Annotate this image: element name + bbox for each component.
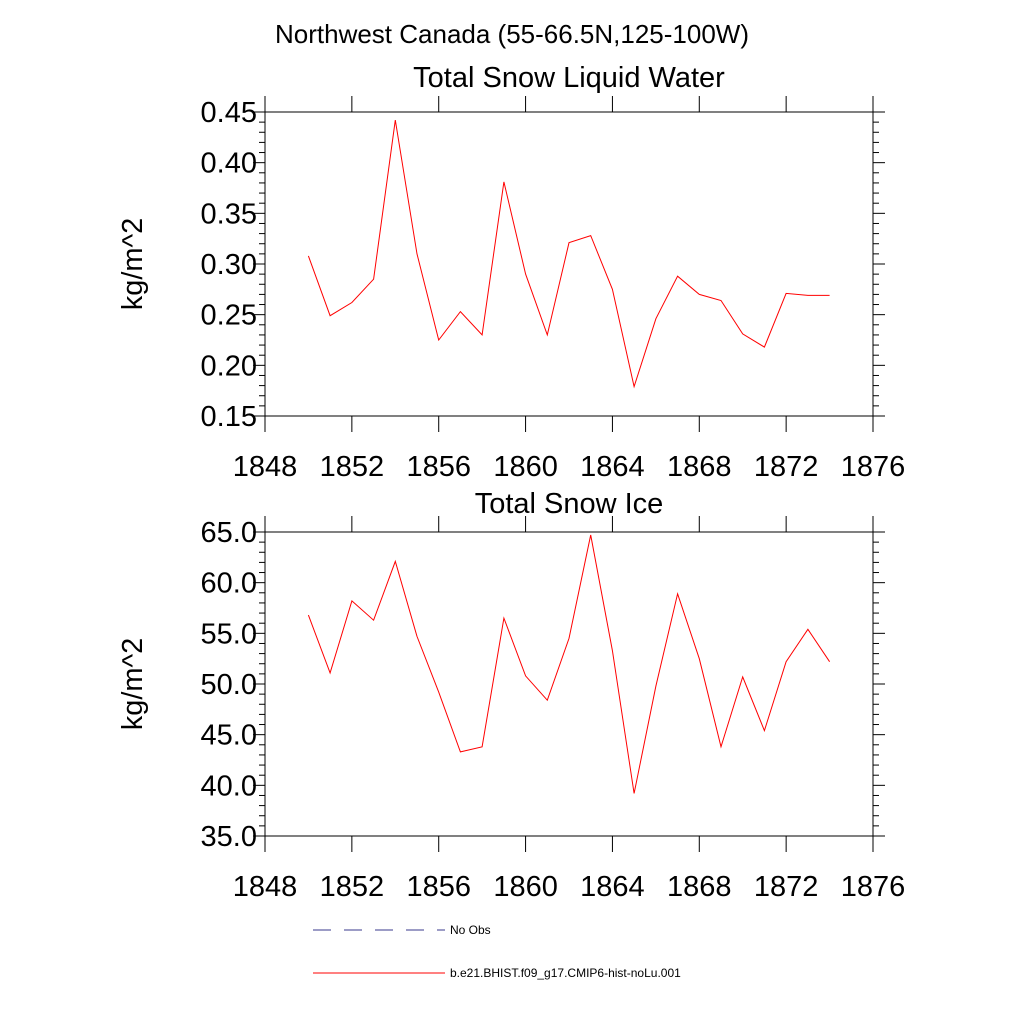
legend-obs-label: No Obs <box>450 923 491 937</box>
panel2-x-tick-label: 1860 <box>493 871 558 903</box>
panel2-y-tick-label: 35.0 <box>201 821 257 853</box>
panel1-x-tick-label: 1872 <box>754 451 819 483</box>
chart-panel-snow-liquid-water: Total Snow Liquid Water kg/m^2 1848 1852 185… <box>117 62 905 483</box>
panel1-y-tick-label: 0.30 <box>201 249 257 281</box>
panel2-y-tick-label: 60.0 <box>201 568 257 600</box>
panel1-chart-title: Total Snow Liquid Water <box>413 62 725 94</box>
panel2-y-tick-label: 50.0 <box>201 669 257 701</box>
panel1-y-tick-label: 0.40 <box>201 148 257 180</box>
panel2-x-tick-label: 1848 <box>233 871 298 903</box>
panel2-x-tick-label: 1864 <box>580 871 645 903</box>
panel2-y-tick-label: 45.0 <box>201 720 257 752</box>
panel2-plot-frame <box>264 531 874 837</box>
panel2-series-line-1 <box>307 534 831 794</box>
panel2-x-tick-label: 1852 <box>320 871 385 903</box>
panel1-x-tick-label: 1848 <box>233 451 298 483</box>
panel2-x-tick-label: 1872 <box>754 871 819 903</box>
panel1-plot-frame <box>264 111 874 417</box>
panel1-x-tick-label: 1852 <box>320 451 385 483</box>
panel1-x-tick-label: 1860 <box>493 451 558 483</box>
panel2-x-tick-label: 1876 <box>841 871 906 903</box>
panel2-y-tick-label: 65.0 <box>201 517 257 549</box>
panel1-y-tick-label: 0.45 <box>201 97 257 129</box>
panel1-y-axis-label: kg/m^2 <box>117 218 149 311</box>
chart-panel-snow-ice: Total Snow Ice kg/m^2 1848 1852 1856 1860 1864… <box>117 488 905 903</box>
panel1-x-tick-label: 1856 <box>406 451 471 483</box>
panel2-y-tick-label: 40.0 <box>201 770 257 802</box>
panel2-x-tick-label: 1868 <box>667 871 732 903</box>
panel1-series-line-1 <box>307 120 830 389</box>
panel1-y-tick-label: 0.15 <box>201 401 257 433</box>
panel1-x-tick-label: 1876 <box>841 451 906 483</box>
figure-title: Northwest Canada (55-66.5N,125-100W) <box>275 19 749 49</box>
panel1-x-tick-label: 1868 <box>667 451 732 483</box>
panel2-y-tick-label: 55.0 <box>201 618 257 650</box>
panel1-y-tick-label: 0.25 <box>201 300 257 332</box>
panel2-chart-title: Total Snow Ice <box>475 488 664 520</box>
legend-model-label: b.e21.BHIST.f09_g17.CMIP6-hist-noLu.001 <box>450 966 681 980</box>
panel1-y-tick-label: 0.20 <box>201 350 257 382</box>
panel2-y-axis-label: kg/m^2 <box>117 638 149 731</box>
panel1-y-tick-label: 0.35 <box>201 198 257 230</box>
panel1-x-tick-label: 1864 <box>580 451 645 483</box>
panel2-x-tick-label: 1856 <box>406 871 471 903</box>
legend: No Obs b.e21.BHIST.f09_g17.CMIP6-hist-no… <box>313 923 681 980</box>
